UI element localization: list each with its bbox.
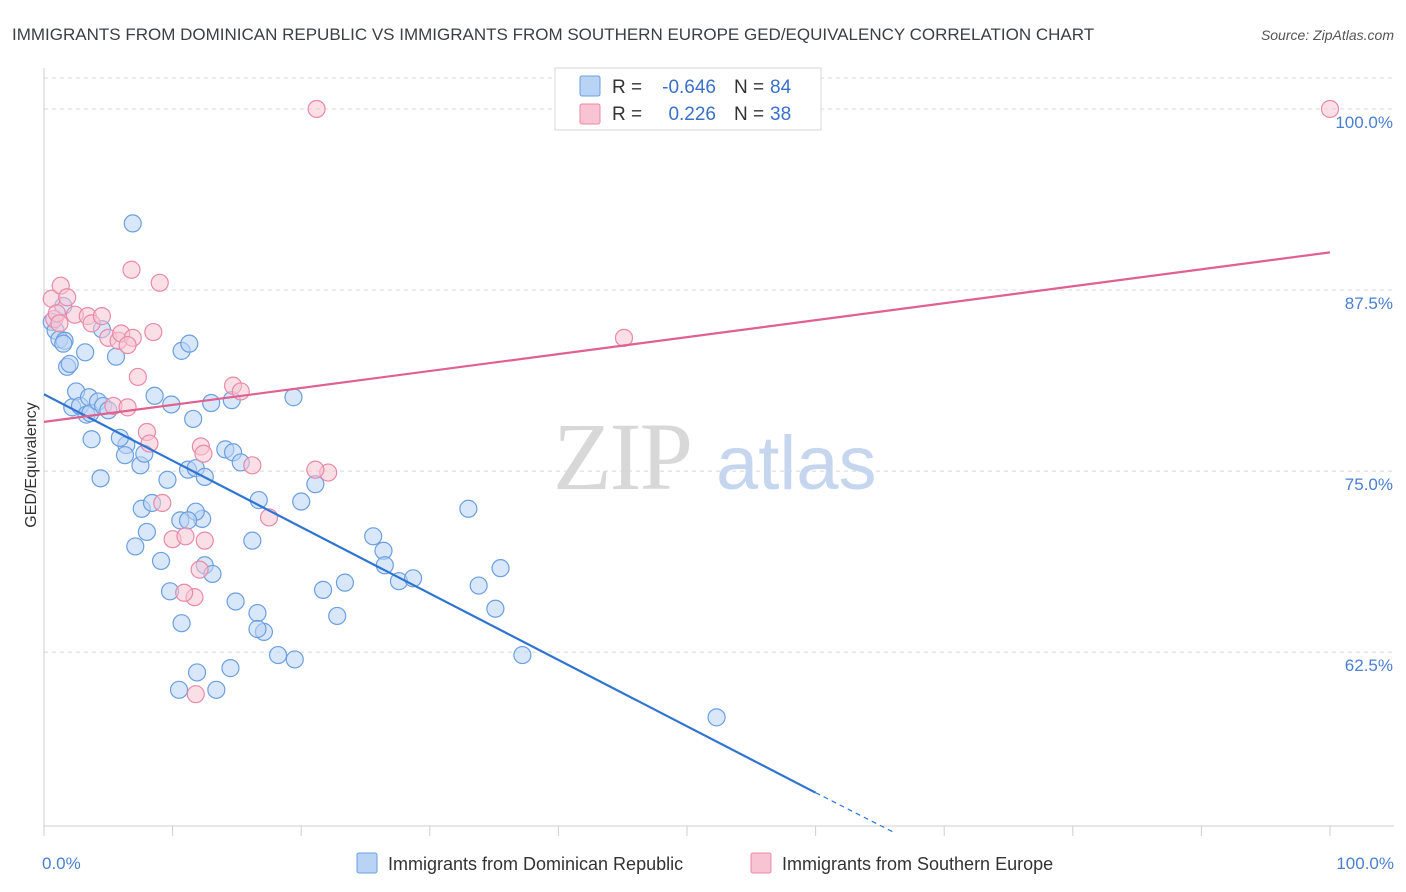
trend-line-southern-europe <box>43 251 1331 423</box>
point-dominican-republic <box>335 573 355 592</box>
legend-r-value-1: -0.646 <box>662 77 716 98</box>
y-tick-label: 87.5% <box>1345 294 1393 313</box>
point-southern-europe <box>176 527 195 546</box>
point-dominican-republic <box>115 446 135 465</box>
point-southern-europe <box>118 335 137 355</box>
point-dominican-republic <box>54 334 73 353</box>
point-southern-europe <box>243 456 262 475</box>
point-dominican-republic <box>285 650 304 669</box>
point-dominican-republic <box>169 680 189 699</box>
point-dominican-republic <box>491 559 510 578</box>
point-dominican-republic <box>82 430 101 449</box>
legend-r-label-1: R = <box>612 77 642 98</box>
point-dominican-republic <box>137 522 156 542</box>
grid <box>44 77 1394 653</box>
y-tick-label: 100.0% <box>1335 113 1393 132</box>
point-southern-europe <box>50 314 69 333</box>
data-points <box>42 99 1340 727</box>
y-tick-label: 75.0% <box>1345 475 1393 494</box>
point-southern-europe <box>186 685 205 704</box>
point-dominican-republic <box>126 537 145 556</box>
legend-n-label-2: N = <box>734 104 764 125</box>
point-southern-europe <box>153 493 172 513</box>
point-dominican-republic <box>202 393 221 413</box>
point-dominican-republic <box>513 645 532 665</box>
axes: 62.5% 75.0% 87.5% 100.0% 0.0% 100.0% <box>42 68 1394 873</box>
x-tick-label: 0.0% <box>42 854 81 873</box>
legend-swatch-pink <box>579 103 601 125</box>
point-southern-europe <box>194 444 213 463</box>
point-southern-europe <box>1320 99 1340 119</box>
point-dominican-republic <box>292 492 311 511</box>
point-dominican-republic <box>187 663 207 682</box>
point-dominican-republic <box>123 214 142 233</box>
legend-n-label-1: N = <box>734 77 764 98</box>
legend-n-value-1: 84 <box>770 77 792 98</box>
legend-r-value-2: 0.226 <box>668 104 716 125</box>
point-southern-europe <box>128 367 147 387</box>
point-dominican-republic <box>151 551 171 571</box>
point-dominican-republic <box>180 334 199 353</box>
point-southern-europe <box>195 531 214 550</box>
trend-line-dominican-republic <box>43 393 817 794</box>
legend-swatch-blue <box>579 75 601 97</box>
point-dominican-republic <box>226 592 245 611</box>
watermark: ZIP atlas <box>553 403 877 510</box>
trend-line-dominican-republic-extension <box>815 792 894 833</box>
point-southern-europe <box>118 398 137 417</box>
point-dominican-republic <box>469 576 488 595</box>
legend-n-value-2: 38 <box>770 104 791 125</box>
bottom-legend-label-pink: Immigrants from Southern Europe <box>782 854 1053 874</box>
bottom-legend-label-blue: Immigrants from Dominican Republic <box>388 854 683 874</box>
bottom-legend-swatch-blue <box>356 852 378 874</box>
x-tick-label: 100.0% <box>1336 854 1394 873</box>
point-dominican-republic <box>158 470 177 489</box>
point-dominican-republic <box>184 409 203 429</box>
legend-r-label-2: R = <box>612 104 642 125</box>
point-dominican-republic <box>248 619 267 639</box>
point-dominican-republic <box>243 531 262 550</box>
point-dominican-republic <box>459 499 478 518</box>
point-dominican-republic <box>221 659 240 678</box>
y-axis-label: GED/Equivalency <box>23 402 40 527</box>
point-dominican-republic <box>328 606 347 626</box>
point-southern-europe <box>92 307 111 326</box>
point-dominican-republic <box>76 343 95 362</box>
point-dominican-republic <box>313 580 333 599</box>
point-dominican-republic <box>707 708 726 727</box>
legend-box: R = -0.646 N = 84 R = 0.226 N = 38 <box>554 67 822 131</box>
point-southern-europe <box>122 260 141 279</box>
bottom-legend: Immigrants from Dominican Republic Immig… <box>356 852 1053 874</box>
point-southern-europe <box>190 560 209 579</box>
point-dominican-republic <box>172 614 191 633</box>
point-southern-europe <box>307 99 326 119</box>
point-dominican-republic <box>207 680 226 699</box>
point-dominican-republic <box>145 386 164 405</box>
point-southern-europe <box>306 460 325 479</box>
y-tick-label: 62.5% <box>1345 656 1393 675</box>
trend-lines <box>43 251 1331 833</box>
point-dominican-republic <box>486 599 505 618</box>
bottom-legend-swatch-pink <box>750 852 772 874</box>
watermark-atlas: atlas <box>716 421 877 506</box>
point-southern-europe <box>175 583 194 602</box>
chart-source: Source: ZipAtlas.com <box>1261 27 1394 43</box>
point-dominican-republic <box>248 603 267 623</box>
chart-title: IMMIGRANTS FROM DOMINICAN REPUBLIC VS IM… <box>12 25 1094 44</box>
point-dominican-republic <box>284 388 303 407</box>
point-dominican-republic <box>364 527 383 546</box>
point-dominican-republic <box>268 645 288 665</box>
point-southern-europe <box>58 288 77 307</box>
point-dominican-republic <box>178 511 198 530</box>
point-dominican-republic <box>60 354 79 374</box>
point-southern-europe <box>144 322 163 342</box>
point-southern-europe <box>150 273 169 292</box>
watermark-zip: ZIP <box>553 403 691 510</box>
point-dominican-republic <box>91 469 110 488</box>
